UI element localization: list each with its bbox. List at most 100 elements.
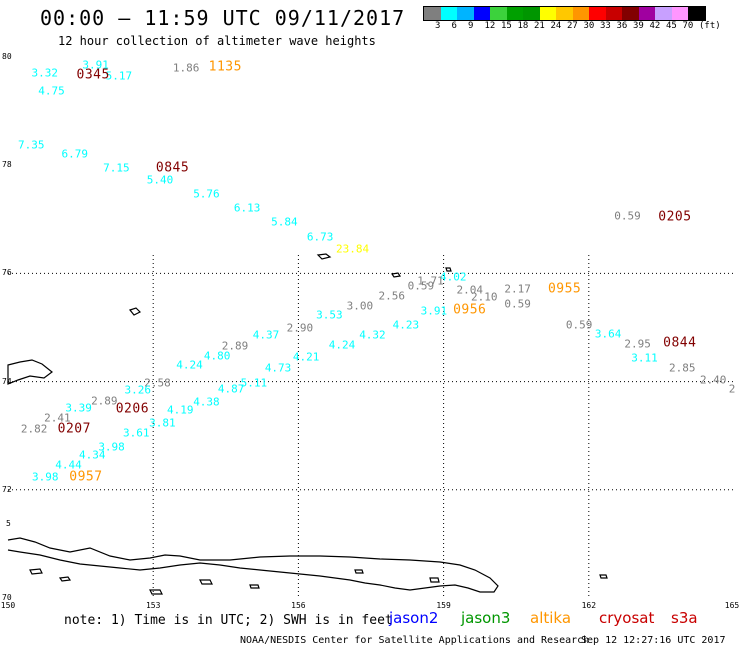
- wave-height-value: 3.39: [65, 401, 92, 415]
- wave-height-value: 4.87: [217, 382, 245, 396]
- x-axis-label: 159: [436, 601, 451, 610]
- wave-height-value: 6.79: [61, 147, 89, 161]
- y-axis-label: 78: [2, 160, 12, 170]
- y-axis-label: 70: [2, 593, 12, 602]
- pass-time-label: 0957: [69, 469, 103, 485]
- wave-height-value: 4.75: [38, 84, 65, 98]
- wave-height-value: 4.19: [167, 403, 194, 417]
- legend-label: 30: [583, 21, 595, 31]
- coastline-island-e: [249, 584, 260, 589]
- legend-swatch: [605, 7, 622, 20]
- wave-height-value: 1.86: [172, 61, 200, 75]
- legend-label: 39: [633, 21, 644, 31]
- legend-swatch: [490, 7, 507, 20]
- coastline-island-d: [199, 579, 213, 585]
- wave-height-value: 4.23: [392, 318, 420, 332]
- legend-label: 70: [682, 21, 694, 31]
- wave-height-value: 2.89: [221, 339, 249, 353]
- wave-height-value: 2.04: [456, 283, 483, 297]
- coastline-small-island-4: [445, 267, 452, 272]
- coastline-small-island-2: [316, 253, 332, 260]
- wave-height-value: 3.26: [124, 383, 151, 397]
- y-axis-label: 76: [2, 268, 12, 278]
- coastline-small-island-3: [390, 272, 402, 278]
- generated-timestamp: Sep 12 12:27:16 UTC 2017: [581, 635, 726, 646]
- wave-height-value: 5.17: [105, 69, 133, 83]
- pass-time-label: 0844: [663, 335, 697, 351]
- legend-swatch: [671, 7, 688, 20]
- legend-swatch: [473, 7, 490, 20]
- wave-height-value: 2.90: [286, 321, 314, 334]
- legend-label: 18: [517, 21, 529, 31]
- coastline-left-island: [7, 359, 53, 385]
- axis-extra-label: 5: [6, 519, 11, 528]
- satellite-name: altika: [530, 609, 572, 627]
- map-grid: [8, 255, 734, 598]
- pass-time-label: 0345: [76, 67, 110, 83]
- wave-height-value: 5.76: [193, 187, 220, 201]
- wave-height-value: 4.80: [203, 349, 231, 363]
- legend-swatch: [523, 7, 540, 20]
- coastline-small-island: [128, 307, 142, 316]
- credit-line: NOAA/NESDIS Center for Satellite Applica…: [240, 635, 590, 646]
- wave-height-value: 1.71: [417, 274, 444, 288]
- legend-swatch: [424, 7, 441, 20]
- wave-height-value: 3.98: [98, 440, 125, 454]
- satellite-name: cryosat: [599, 609, 655, 627]
- wave-height-value: 4.37: [252, 328, 280, 342]
- legend-label: 15: [501, 21, 512, 31]
- wave-height-value: 5.40: [146, 173, 174, 187]
- wave-height-value: 3.81: [149, 416, 176, 430]
- pass-time-label: 0955: [547, 281, 582, 297]
- wave-height-value: 5.84: [271, 215, 298, 229]
- wave-height-value: 4.02: [440, 270, 467, 284]
- legend-label: 12: [484, 21, 496, 31]
- wave-height-value: 4.24: [328, 338, 356, 352]
- wave-height-value: 6.13: [233, 201, 261, 215]
- wave-height-value: 2.58: [144, 376, 171, 390]
- pass-time-label: 0206: [115, 401, 150, 417]
- wave-height-value: 7.35: [17, 138, 45, 152]
- wave-height-value: 4.21: [292, 350, 320, 364]
- legend-label: 3: [435, 21, 441, 31]
- wave-height-value: 4.38: [193, 395, 220, 409]
- wave-height-value: 0.59: [565, 318, 593, 332]
- legend-swatch: [688, 7, 705, 20]
- coastline-mainland: [7, 537, 499, 593]
- wave-height-value: 2.10: [471, 290, 498, 304]
- legend-label: 24: [550, 21, 562, 31]
- coastline-island-g: [429, 577, 440, 583]
- legend-swatch: [506, 7, 523, 20]
- x-axis-label: 153: [145, 601, 161, 610]
- legend-swatch: [457, 7, 474, 20]
- wave-height-value: 4.73: [264, 361, 292, 375]
- footnote: note: 1) Time is in UTC; 2) SWH is in fe…: [64, 613, 393, 628]
- wave-height-value: 2.41: [44, 411, 71, 425]
- pass-time-label: 0205: [658, 209, 692, 225]
- legend-label: 33: [600, 21, 611, 31]
- legend-swatch: [556, 7, 573, 20]
- legend-label: 6: [451, 21, 457, 31]
- coastline-island-c: [149, 589, 163, 595]
- coastline-island-b: [58, 576, 72, 582]
- y-axis-label: 72: [2, 484, 12, 494]
- legend-swatch: [638, 7, 655, 20]
- legend-label: (ft): [699, 21, 721, 31]
- wave-height-value: 4.24: [176, 358, 203, 372]
- wave-height-value: 3.91: [82, 58, 109, 72]
- page-subtitle: 12 hour collection of altimeter wave hei…: [58, 34, 376, 48]
- wave-height-value: 4.32: [359, 328, 386, 342]
- satellite-name: jason3: [461, 609, 511, 627]
- coastline: [7, 253, 608, 595]
- wave-height-value: 23.84: [336, 242, 370, 256]
- page-title: 00:00 — 11:59 UTC 09/11/2017: [40, 6, 406, 30]
- wave-height-value: 2.17: [504, 282, 531, 296]
- pass-time-label: 0956: [453, 302, 487, 318]
- legend-swatch: [572, 7, 589, 20]
- x-axis-label: 162: [581, 601, 597, 610]
- wave-height-value: 6.73: [306, 230, 334, 244]
- wave-height-value: 3.11: [631, 351, 658, 365]
- pass-time-label: 1135: [208, 59, 242, 75]
- legend-swatch: [440, 7, 457, 20]
- wave-height-value: 0.59: [504, 297, 531, 311]
